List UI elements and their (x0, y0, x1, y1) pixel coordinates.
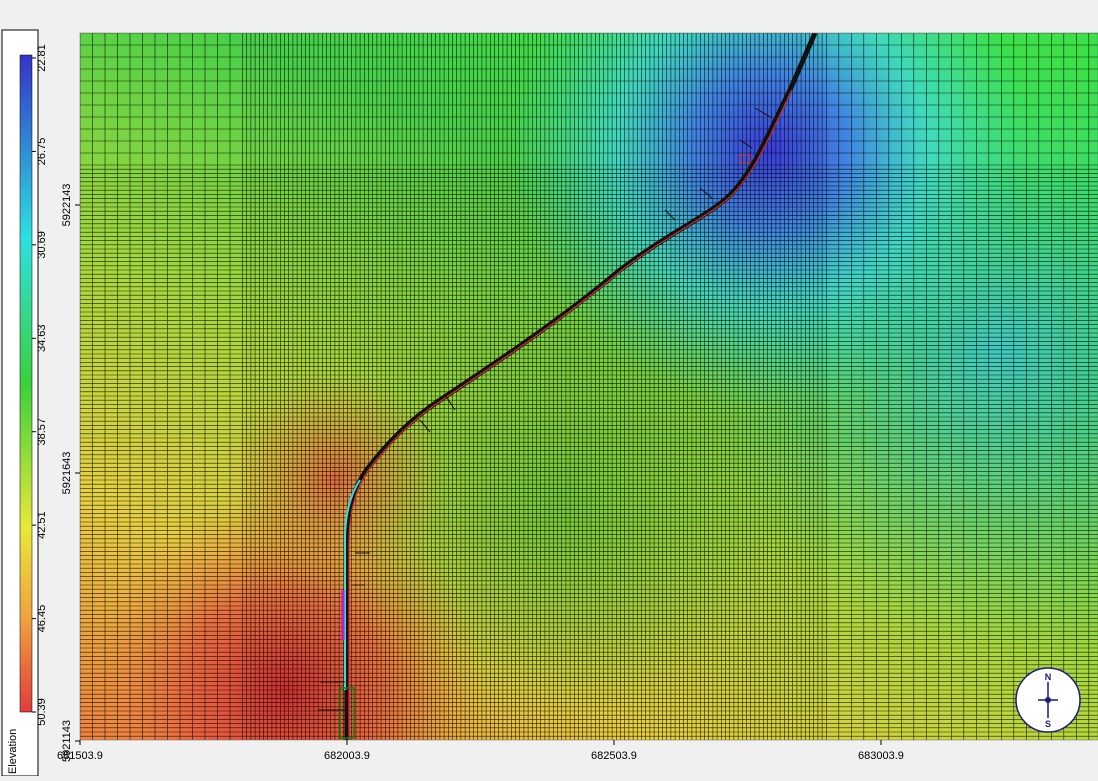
legend-tick-label: 26.75 (36, 138, 48, 166)
y-axis-label: 5921143 (61, 720, 73, 762)
legend-title: Elevation (7, 729, 19, 774)
compass-center (1045, 697, 1051, 703)
compass-south: S (1045, 719, 1051, 729)
legend-tick-label: 22.81 (36, 44, 48, 72)
surface-layer (80, 33, 1098, 740)
x-axis-label: 682003.9 (324, 750, 370, 762)
legend-color-bar (20, 55, 32, 712)
legend-tick-label: 34.63 (36, 325, 48, 353)
legend-tick-label: 30.69 (36, 231, 48, 259)
elevation-surface (80, 33, 1098, 745)
compass: N S (1016, 668, 1080, 732)
compass-north: N (1045, 672, 1052, 682)
legend-tick-label: 38.57 (36, 418, 48, 446)
y-axis-label: 5921643 (61, 452, 73, 495)
y-axis-label: 5922143 (61, 184, 73, 227)
legend-tick-label: 46.45 (36, 605, 48, 633)
legend-tick-label: 42.51 (36, 511, 48, 539)
x-axis-label: 682503.9 (591, 750, 637, 762)
page: {"legend": {"title": "Elevation", "ticks… (0, 0, 1098, 776)
map-view: Elevation 22.81 26.75 30.69 34.63 38.57 42.51… (0, 0, 1098, 776)
legend-tick-label: 50.39 (36, 698, 48, 726)
x-axis-label: 683003.9 (858, 750, 904, 762)
